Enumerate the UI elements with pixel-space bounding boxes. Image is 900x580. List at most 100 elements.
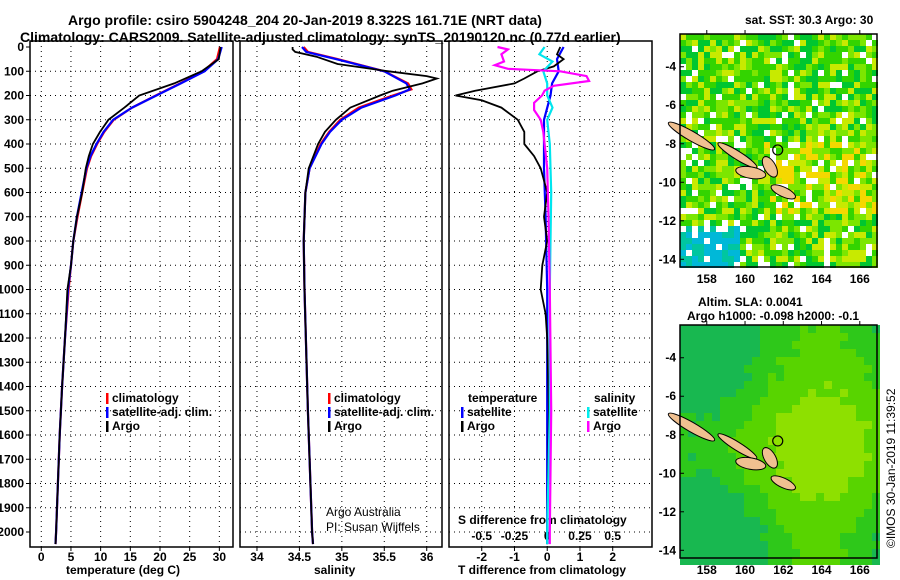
map-cell (818, 64, 824, 70)
map-cell (836, 154, 842, 160)
map-cell (866, 166, 872, 172)
map-x-tick-label: 162 (773, 272, 793, 286)
map-cell (704, 389, 712, 397)
map-cell (696, 477, 704, 485)
map-cell (800, 517, 808, 525)
map-cell (832, 453, 840, 461)
map-cell (872, 525, 880, 533)
map-cell (856, 549, 864, 557)
map-cell (692, 88, 698, 94)
map-cell (808, 477, 816, 485)
map-cell (776, 178, 782, 184)
map-cell (688, 333, 696, 341)
map-cell (686, 220, 692, 226)
map-cell (746, 82, 752, 88)
map-cell (746, 208, 752, 214)
map-cell (722, 214, 728, 220)
map-cell (784, 461, 792, 469)
map-cell (776, 453, 784, 461)
map-cell (830, 106, 836, 112)
map-cell (776, 381, 784, 389)
map-cell (720, 493, 728, 501)
map-cell (744, 333, 752, 341)
map-cell (704, 445, 712, 453)
map-x-tick-label: 158 (697, 272, 717, 286)
map-cell (800, 541, 808, 549)
map-cell (712, 501, 720, 509)
map-cell (680, 112, 686, 118)
map-cell (744, 429, 752, 437)
map-cell (836, 34, 842, 40)
map-cell (680, 389, 688, 397)
map-cell (854, 148, 860, 154)
map-cell (782, 196, 788, 202)
map-cell (764, 34, 770, 40)
map-cell (704, 365, 712, 373)
map-cell (698, 100, 704, 106)
map-cell (698, 172, 704, 178)
map-cell (800, 58, 806, 64)
map-cell (824, 232, 830, 238)
map-cell (840, 397, 848, 405)
y-tick-label: 1300 (0, 355, 24, 369)
map-y-tick-label: -8 (665, 137, 676, 151)
map-cell (848, 541, 856, 549)
map-cell (746, 58, 752, 64)
map-cell (704, 64, 710, 70)
map-cell (866, 202, 872, 208)
map-cell (768, 389, 776, 397)
map-cell (736, 413, 744, 421)
map-cell (854, 40, 860, 46)
map-cell (716, 148, 722, 154)
map-cell (710, 172, 716, 178)
map-cell (806, 172, 812, 178)
map-cell (872, 202, 878, 208)
map-cell (818, 34, 824, 40)
map-cell (704, 214, 710, 220)
map-cell (722, 94, 728, 100)
map-cell (752, 445, 760, 453)
map-cell (698, 106, 704, 112)
map-cell (792, 333, 800, 341)
y-tick-label: 1000 (0, 283, 24, 297)
map-cell (760, 333, 768, 341)
map-cell (704, 397, 712, 405)
map-cell (872, 262, 878, 268)
map-cell (806, 34, 812, 40)
island-shape (761, 447, 778, 469)
map-cell (770, 256, 776, 262)
map-cell (770, 124, 776, 130)
map-cell (836, 208, 842, 214)
map-cell (696, 525, 704, 533)
map-cell (776, 533, 784, 541)
map-cell (800, 413, 808, 421)
map-cell (696, 373, 704, 381)
map-cell (698, 256, 704, 262)
map-cell (800, 184, 806, 190)
map-cell (704, 333, 712, 341)
map-cell (812, 154, 818, 160)
map-cell (692, 166, 698, 172)
map-cell (818, 226, 824, 232)
map-cell (842, 106, 848, 112)
map-cell (872, 413, 880, 421)
map-cell (746, 106, 752, 112)
map-cell (722, 232, 728, 238)
map-cell (746, 238, 752, 244)
map-cell (784, 429, 792, 437)
map-cell (764, 220, 770, 226)
map-cell (806, 244, 812, 250)
map-cell (788, 136, 794, 142)
map-cell (734, 88, 740, 94)
map-cell (704, 525, 712, 533)
map-cell (818, 256, 824, 262)
map-cell (728, 250, 734, 256)
map-cell (744, 549, 752, 557)
map-cell (744, 365, 752, 373)
map-cell (704, 533, 712, 541)
map-x-tick-label: 164 (812, 563, 832, 577)
y-tick-label: 300 (4, 113, 24, 127)
map-cell (824, 501, 832, 509)
map-cell (770, 52, 776, 58)
